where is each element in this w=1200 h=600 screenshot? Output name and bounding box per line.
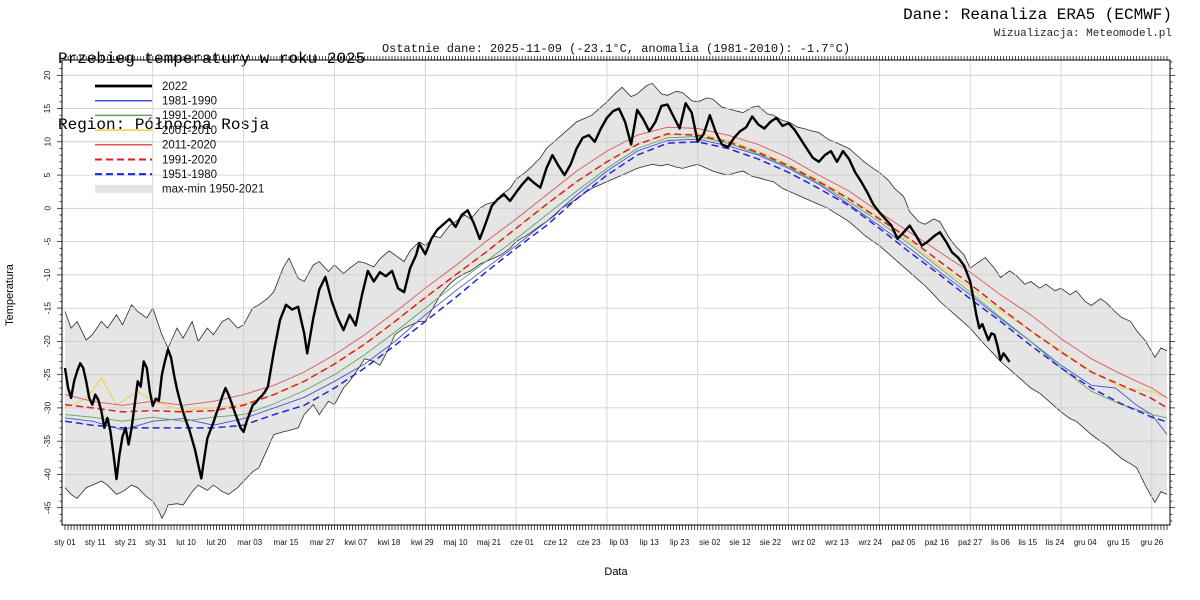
x-tick-label: wrz 13 bbox=[824, 538, 849, 547]
legend-item-d2011: 2011-2020 bbox=[95, 140, 216, 152]
legend-item-d1991: 1991-2000 bbox=[95, 110, 217, 122]
x-tick-label: kwi 18 bbox=[378, 538, 401, 547]
legend-label: 1991-2000 bbox=[162, 110, 217, 122]
x-tick-label: kwi 07 bbox=[344, 538, 367, 547]
y-tick-labels: 20 15 10 5 0 -5 -10 -15 -20 -25 -30 -35 -40 -45 bbox=[42, 70, 52, 514]
y-tick-label: -20 bbox=[42, 335, 52, 348]
y-tick-label: -40 bbox=[42, 468, 52, 481]
legend-band-swatch bbox=[95, 184, 152, 193]
y-tick-label: -30 bbox=[42, 401, 52, 414]
x-tick-label: lip 03 bbox=[609, 538, 629, 547]
y-tick-label: -10 bbox=[42, 268, 52, 281]
x-tick-label: cze 12 bbox=[544, 538, 568, 547]
last-data-subtitle: Ostatnie dane: 2025-11-09 (-23.1°C, anom… bbox=[381, 42, 851, 56]
x-tick-label: lip 13 bbox=[640, 538, 660, 547]
series-n1991_2020 bbox=[64, 133, 1168, 413]
x-tick-labels: sty 01 sty 11 sty 21 sty 31 lut 10 lut 20 mar … bbox=[54, 538, 1163, 547]
x-axis-title: Data bbox=[604, 566, 628, 578]
x-tick-label: sie 02 bbox=[699, 538, 721, 547]
x-tick-label: kwi 29 bbox=[411, 538, 434, 547]
x-tick-label: lis 15 bbox=[1018, 538, 1037, 547]
x-tick-label: cze 01 bbox=[510, 538, 534, 547]
legend-label: 2011-2020 bbox=[162, 140, 216, 152]
legend-item-d2001: 2001-2010 bbox=[95, 125, 217, 137]
series-n1951_1980 bbox=[64, 141, 1168, 429]
series-lines bbox=[63, 101, 1168, 481]
band-fill bbox=[65, 83, 1167, 519]
legend-label: 2022 bbox=[162, 81, 188, 93]
x-tick-label: lut 20 bbox=[207, 538, 227, 547]
y-tick-label: 15 bbox=[42, 104, 52, 114]
y-tick-label: 0 bbox=[42, 206, 52, 211]
legend-label: 2001-2010 bbox=[162, 125, 217, 137]
x-tick-label: sty 21 bbox=[115, 538, 137, 547]
legend: 2022 1981-1990 1991-2000 2001-2010 2011-2020… bbox=[95, 81, 264, 196]
series-d2001 bbox=[64, 133, 1168, 412]
x-tick-label: sty 31 bbox=[145, 538, 167, 547]
y-tick-label: -25 bbox=[42, 368, 52, 381]
legend-item-band: max-min 1950-2021 bbox=[95, 184, 264, 196]
legend-label: 1981-1990 bbox=[162, 96, 217, 108]
x-tick-label: paź 05 bbox=[892, 538, 917, 547]
legend-item-n1991_2020: 1991-2020 bbox=[95, 154, 217, 166]
legend-label: 1951-1980 bbox=[162, 169, 217, 181]
x-tick-label: sty 11 bbox=[85, 538, 106, 547]
series-d2011 bbox=[64, 126, 1168, 406]
x-tick-label: maj 21 bbox=[477, 538, 502, 547]
axis-ticks bbox=[57, 56, 1175, 530]
x-tick-label: wrz 02 bbox=[791, 538, 816, 547]
x-tick-label: paź 16 bbox=[925, 538, 950, 547]
x-tick-label: lip 23 bbox=[670, 538, 690, 547]
x-tick-label: paź 27 bbox=[958, 538, 983, 547]
y-tick-label: 10 bbox=[42, 137, 52, 147]
y-tick-label: -35 bbox=[42, 435, 52, 448]
legend-item-y2022: 2022 bbox=[95, 81, 188, 93]
maxmin-band bbox=[64, 82, 1168, 520]
x-tick-label: mar 27 bbox=[310, 538, 335, 547]
y-tick-label: 20 bbox=[42, 70, 52, 80]
x-tick-label: mar 15 bbox=[274, 538, 299, 547]
x-tick-label: gru 15 bbox=[1107, 538, 1130, 547]
data-source: Dane: Reanaliza ERA5 (ECMWF) bbox=[903, 6, 1172, 24]
x-tick-label: lut 10 bbox=[176, 538, 196, 547]
x-tick-label: wrz 24 bbox=[858, 538, 883, 547]
x-tick-label: cze 23 bbox=[577, 538, 601, 547]
band-max-line bbox=[64, 82, 1168, 359]
visualization-credit: Wizualizacja: Meteomodel.pl bbox=[993, 28, 1172, 40]
legend-label: 1991-2020 bbox=[162, 154, 217, 166]
y-tick-label: 5 bbox=[42, 172, 52, 177]
x-tick-label: sie 22 bbox=[760, 538, 782, 547]
x-tick-label: gru 04 bbox=[1074, 538, 1097, 547]
series-y2022 bbox=[63, 101, 1011, 481]
x-tick-label: lis 24 bbox=[1046, 538, 1065, 547]
x-tick-label: sty 01 bbox=[54, 538, 76, 547]
legend-label: max-min 1950-2021 bbox=[162, 184, 264, 196]
x-tick-label: maj 10 bbox=[444, 538, 469, 547]
x-tick-label: mar 03 bbox=[237, 538, 262, 547]
gridlines bbox=[62, 60, 1170, 525]
legend-item-d1981: 1981-1990 bbox=[95, 96, 217, 108]
y-tick-label: -45 bbox=[42, 501, 52, 514]
page-title: Przebieg temperatury w roku 2025 bbox=[58, 50, 366, 68]
x-tick-label: lis 06 bbox=[991, 538, 1010, 547]
page-title-block: Przebieg temperatury w roku 2025 Region:… bbox=[58, 4, 365, 180]
legend-item-n1951_1980: 1951-1980 bbox=[95, 169, 217, 181]
x-tick-label: sie 12 bbox=[729, 538, 751, 547]
x-tick-label: gru 26 bbox=[1140, 538, 1163, 547]
y-tick-label: -5 bbox=[42, 238, 52, 246]
y-tick-label: -15 bbox=[42, 302, 52, 315]
